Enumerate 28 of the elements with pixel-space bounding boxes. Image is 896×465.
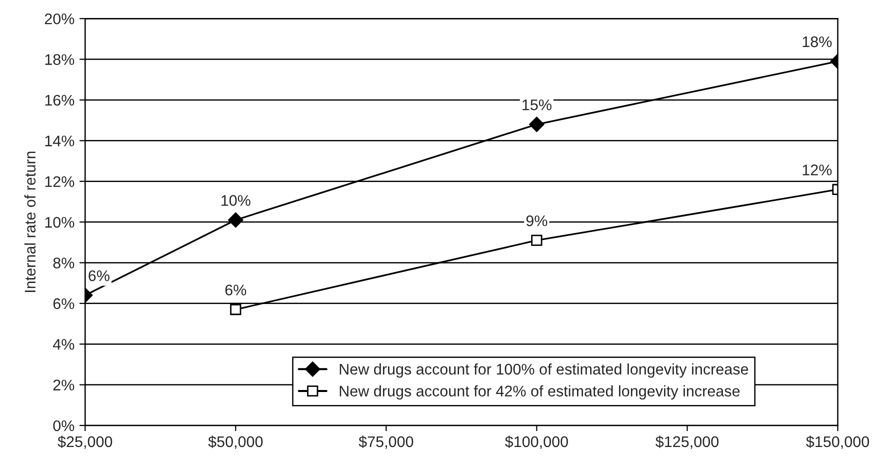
y-tick-label: 18% — [45, 54, 74, 65]
legend-label: New drugs account for 100% of estimated longevity increase — [340, 363, 748, 378]
data-label: 15% — [522, 100, 552, 110]
y-tick-label: 8% — [53, 258, 74, 268]
x-tick-label: $50,000 — [208, 436, 263, 449]
point — [531, 234, 542, 246]
x-tick-label: $25,000 — [58, 436, 112, 449]
data-label: 9% — [526, 215, 548, 226]
legend-label: New drugs account for 42% of estimated longevity increase — [340, 385, 740, 400]
data-label: 10% — [222, 195, 250, 206]
y-axis-title: Internal rate of return — [24, 152, 36, 292]
data-label: 12% — [802, 164, 832, 176]
y-tick-label: 10% — [45, 216, 74, 228]
y-tick-label: 0% — [53, 420, 74, 432]
y-tick-label: 6% — [53, 298, 74, 310]
x-tick-label: $75,000 — [358, 436, 414, 449]
y-tick-label: 14% — [45, 136, 74, 146]
data-label: 6% — [88, 270, 110, 282]
y-tick-label: 20% — [44, 13, 74, 24]
x-tick-label: $150,000 — [806, 436, 870, 449]
data-label: 6% — [225, 284, 246, 296]
x-tick-label: $100,000 — [505, 436, 568, 449]
y-tick-label: 16% — [45, 94, 74, 106]
y-tick-label: 2% — [53, 380, 74, 390]
data-label: 18% — [802, 36, 832, 48]
x-tick-label: $125,000 — [656, 436, 718, 449]
y-tick-label: 12% — [45, 176, 74, 187]
y-tick-label: 4% — [52, 339, 74, 350]
